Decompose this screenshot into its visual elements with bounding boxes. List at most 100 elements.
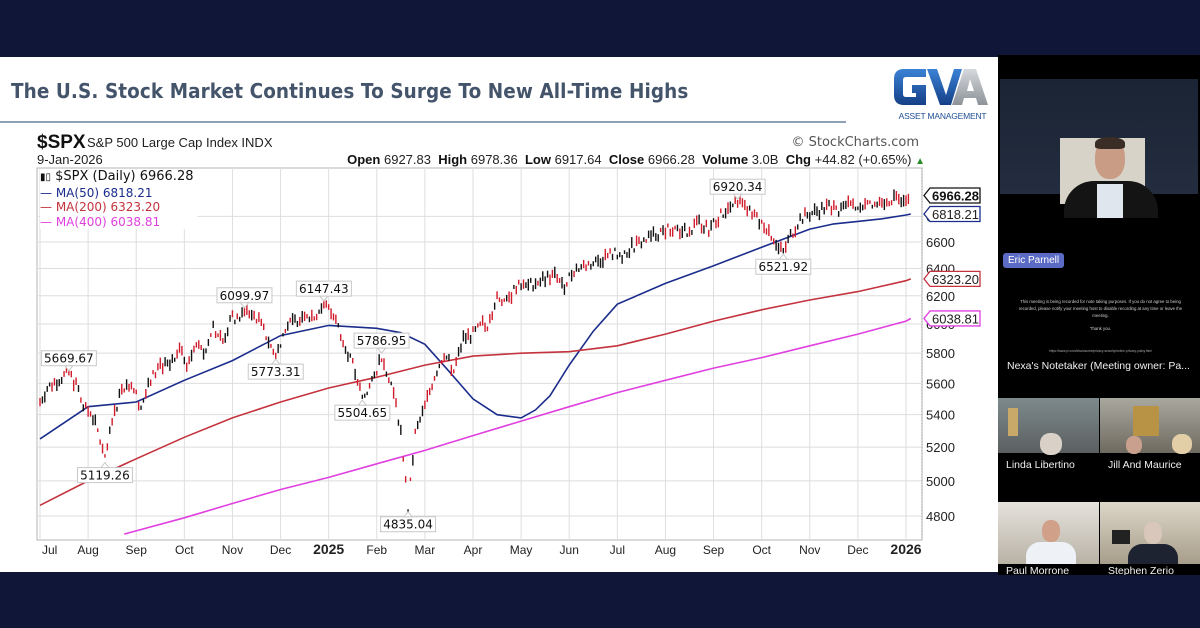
participant-name: Stephen Zerio	[1108, 565, 1174, 575]
x-tick-label: Aug	[655, 543, 676, 557]
jill-face	[1172, 434, 1192, 454]
participant-name: Jill And Maurice	[1108, 459, 1182, 471]
legend-ma50-label: MA(50) 6818.21	[55, 185, 153, 200]
y-tick-label: 5800	[926, 346, 955, 361]
svg-text:6099.97: 6099.97	[220, 289, 270, 303]
open-value: 6927.83	[383, 152, 431, 167]
stephen-video	[1100, 502, 1200, 564]
gva-logo-mark-icon	[894, 69, 988, 105]
title-divider	[0, 121, 846, 123]
maurice-face	[1126, 436, 1142, 454]
x-tick-label: Sep	[703, 543, 725, 557]
speaker-shirt	[1097, 184, 1123, 218]
price-bars	[39, 189, 910, 516]
x-tick-label: Mar	[415, 543, 436, 557]
x-tick-label: Aug	[77, 543, 98, 557]
up-arrow-icon: ▲	[915, 156, 925, 167]
svg-text:5669.67: 5669.67	[44, 352, 94, 366]
svg-text:5504.65: 5504.65	[338, 406, 388, 420]
gva-logo: ASSET MANAGEMENT	[890, 61, 995, 125]
jill-video	[1100, 398, 1200, 454]
x-tick-label: Jun	[560, 543, 579, 557]
legend-ma200-label: MA(200) 6323.20	[55, 200, 161, 214]
ma-line-ma200	[39, 278, 912, 507]
price-annotation: 5669.67	[40, 350, 97, 372]
x-tick-label: May	[510, 543, 533, 557]
price-annotation: 6099.97	[216, 287, 273, 309]
legend-ma50: — MA(50) 6818.21	[40, 185, 153, 200]
chart-header: $SPX S&P 500 Large Cap Index INDX © Stoc…	[37, 132, 927, 172]
participant-tile-stephen[interactable]: Stephen Zerio	[1100, 502, 1200, 575]
price-annotation: 5504.65	[334, 399, 391, 421]
svg-text:5786.95: 5786.95	[357, 334, 407, 348]
participant-tile-jill-maurice[interactable]: Jill And Maurice	[1100, 398, 1200, 498]
wall-painting	[1133, 406, 1159, 436]
recording-notice-thanks: Thank you.	[1089, 326, 1112, 332]
stephen-body	[1128, 544, 1178, 564]
participant-panel: Eric Parnell This meeting is being recor…	[998, 55, 1200, 575]
svg-text:6038.81: 6038.81	[932, 311, 979, 326]
price-annotation: 6920.34	[709, 178, 766, 201]
legend-ma200: — MA(200) 6323.20	[40, 200, 161, 214]
price-annotation: 5786.95	[353, 332, 410, 354]
paul-video	[998, 502, 1099, 564]
price-chart: Jul Aug Sep Oct Nov Dec 2025 Feb Mar Apr May Jun Jul…	[36, 167, 981, 557]
candlestick-icon: ▮▯	[40, 172, 52, 183]
svg-text:6920.34: 6920.34	[713, 180, 763, 194]
last-value-tag: 6966.28	[923, 187, 981, 204]
x-tick-label: Jul	[610, 543, 625, 557]
y-tick-label: 5600	[926, 376, 955, 391]
legend-main-label: $SPX (Daily) 6966.28	[55, 169, 194, 184]
x-tick-label: Dec	[847, 543, 868, 557]
speaker-video	[1000, 79, 1198, 218]
x-tick-label: Jul	[42, 543, 57, 557]
ma-line-ma400	[123, 317, 912, 535]
x-tick-label: Sep	[126, 543, 148, 557]
participant-tile-speaker[interactable]: Eric Parnell	[998, 55, 1200, 275]
speaker-hair	[1095, 137, 1125, 149]
price-annotation: 6147.43	[295, 280, 352, 302]
svg-text:6818.21: 6818.21	[932, 207, 979, 222]
participant-tile-notetaker[interactable]: This meeting is being recorded for note …	[998, 280, 1200, 400]
svg-text:6521.92: 6521.92	[759, 260, 809, 274]
x-tick-label: 2026	[890, 541, 921, 557]
high-value: 6978.36	[470, 152, 518, 167]
x-tick-label: Feb	[366, 543, 387, 557]
notetaker-label: Nexa's Notetaker (Meeting owner: Pa...	[1007, 360, 1190, 372]
ma-line-ma50	[39, 213, 911, 440]
last-value-tag: 6323.20	[923, 270, 981, 288]
participant-tile-linda[interactable]: Linda Libertino	[998, 398, 1099, 498]
open-label: Open	[347, 152, 381, 167]
price-annotation: 6521.92	[755, 253, 812, 275]
x-tick-label: Nov	[799, 543, 820, 557]
y-tick-label: 5200	[926, 440, 955, 455]
last-value-tag: 6818.21	[923, 205, 981, 223]
change-label: Chg	[785, 152, 811, 167]
logo-subtitle: ASSET MANAGEMENT	[898, 111, 987, 121]
y-tick-label: 6200	[926, 289, 955, 304]
ohlc-summary: Open 6927.83 High 6978.36 Low 6917.64 Cl…	[347, 152, 925, 167]
svg-text:6147.43: 6147.43	[299, 282, 349, 296]
close-label: Close	[608, 152, 645, 167]
linda-face	[1040, 433, 1062, 455]
svg-text:5773.31: 5773.31	[251, 365, 301, 379]
participant-tile-paul[interactable]: Paul Morrone	[998, 502, 1099, 575]
svg-text:4835.04: 4835.04	[383, 518, 433, 532]
price-annotation: 5773.31	[247, 358, 304, 380]
y-tick-label: 5000	[926, 474, 955, 489]
high-label: High	[438, 152, 468, 167]
chart-legend: ▮▯ $SPX (Daily) 6966.28 — MA(50) 6818.21…	[40, 169, 198, 229]
speaker-name-chip: Eric Parnell	[1003, 253, 1065, 268]
x-tick-label: Apr	[464, 543, 483, 557]
price-annotation: 5119.26	[76, 461, 133, 484]
shared-slide: The U.S. Stock Market Continues To Surge…	[0, 57, 998, 572]
slide-title: The U.S. Stock Market Continues To Surge…	[11, 79, 689, 103]
legend-main: ▮▯ $SPX (Daily) 6966.28	[40, 169, 194, 186]
y-tick-label: 6600	[926, 235, 955, 250]
chart-date: 9-Jan-2026	[37, 152, 103, 167]
participant-name: Linda Libertino	[1006, 459, 1075, 471]
change-value: +44.82 (+0.65%)	[814, 152, 912, 167]
stockcharts-copyright: © StockCharts.com	[791, 135, 919, 150]
y-tick-label: 5400	[926, 408, 955, 423]
y-tick-label: 4800	[926, 509, 955, 524]
